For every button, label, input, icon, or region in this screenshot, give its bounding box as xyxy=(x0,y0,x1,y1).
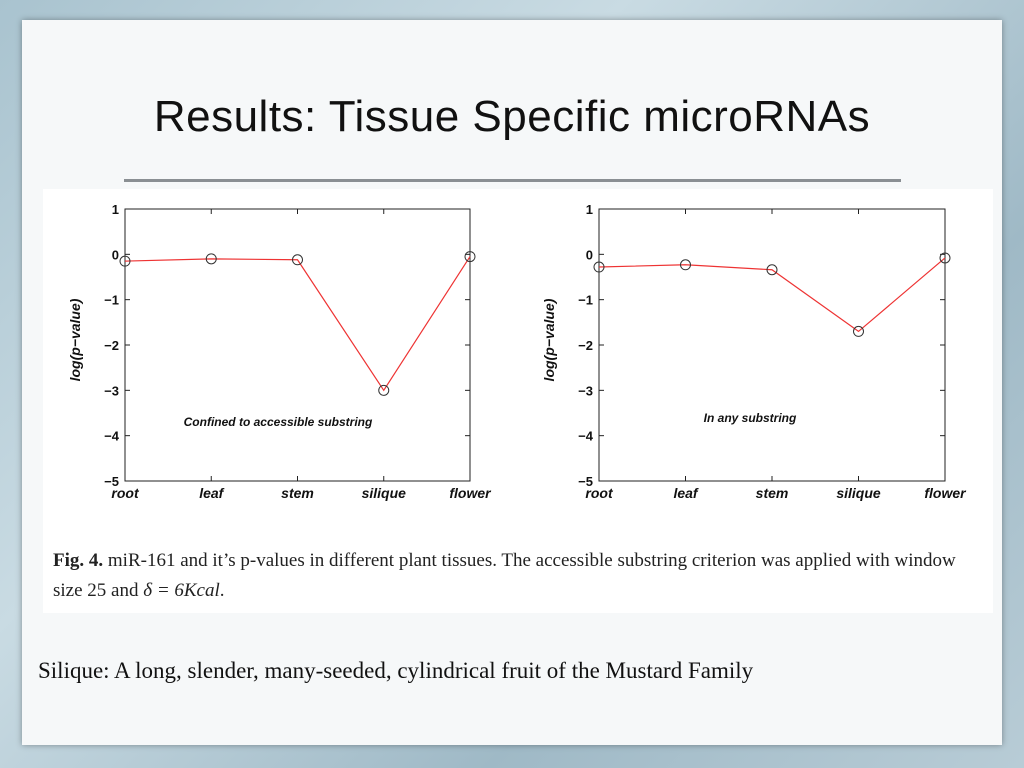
x-category-label: stem xyxy=(756,485,789,501)
y-tick-label: 1 xyxy=(586,202,593,217)
data-point xyxy=(680,259,691,271)
x-category-label: silique xyxy=(836,485,881,501)
data-point xyxy=(593,261,605,273)
y-tick-label: −1 xyxy=(104,293,119,308)
title-divider xyxy=(124,179,901,182)
y-axis-label: log(p−value) xyxy=(541,298,557,381)
figure-caption: Fig. 4. miR-161 and it’s p-values in dif… xyxy=(53,546,988,606)
data-point xyxy=(205,253,217,265)
y-tick-label: −4 xyxy=(578,429,594,444)
x-category-label: stem xyxy=(281,485,314,501)
x-category-label: root xyxy=(111,485,140,501)
caption-label: Fig. 4. xyxy=(53,550,104,571)
y-tick-label: 1 xyxy=(112,202,119,217)
chart-annotation: Confined to accessible substring xyxy=(184,415,373,429)
data-point xyxy=(766,264,778,276)
figure-panel: 1 0 −1 −2 −3 −4 −5 root leaf stem silique flower log… xyxy=(43,189,993,613)
silique-definition: Silique: A long, slender, many-seeded, c… xyxy=(38,658,754,683)
x-category-label: silique xyxy=(362,485,407,501)
y-tick-label: 0 xyxy=(586,247,593,262)
data-point xyxy=(378,384,390,396)
x-category-label: root xyxy=(585,485,614,501)
x-category-label: flower xyxy=(449,485,492,501)
caption-text: miR-161 and it’s p-values in different p… xyxy=(53,550,956,601)
y-tick-label: −3 xyxy=(578,383,593,398)
y-tick-label: −1 xyxy=(578,293,593,308)
data-point xyxy=(464,251,476,263)
caption-end: . xyxy=(219,580,225,601)
y-axis-label: log(p−value) xyxy=(67,298,83,381)
data-point xyxy=(939,252,951,264)
data-point xyxy=(853,325,864,337)
data-point xyxy=(292,254,303,266)
y-tick-label: −5 xyxy=(578,474,593,489)
y-tick-label: −5 xyxy=(104,474,119,489)
y-tick-label: −2 xyxy=(104,338,119,353)
y-tick-label: −4 xyxy=(104,429,120,444)
plot-frame xyxy=(598,208,946,482)
y-tick-label: −3 xyxy=(104,383,119,398)
x-category-label: flower xyxy=(924,485,967,501)
series-line xyxy=(124,256,471,392)
data-point xyxy=(119,255,131,267)
slide-title: Results: Tissue Specific microRNAs xyxy=(153,92,871,141)
x-category-label: leaf xyxy=(199,485,224,501)
plot-frame xyxy=(124,208,471,482)
chart-annotation: In any substring xyxy=(704,411,797,425)
series-line xyxy=(598,257,946,333)
y-tick-label: −2 xyxy=(578,338,593,353)
y-tick-label: 0 xyxy=(112,247,119,262)
caption-math: δ = 6Kcal xyxy=(143,580,220,601)
x-category-label: leaf xyxy=(673,485,698,501)
